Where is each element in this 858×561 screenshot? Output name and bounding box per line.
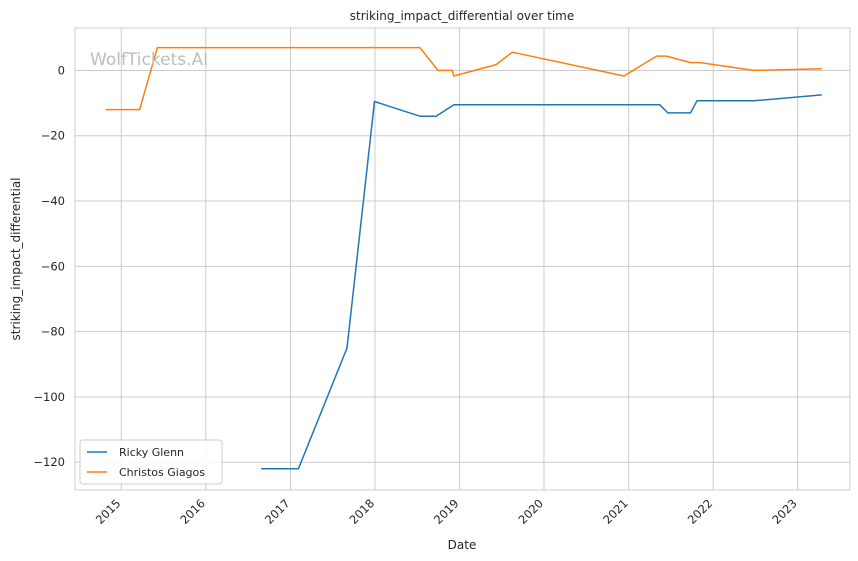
plot-area — [75, 28, 850, 490]
watermark-text: WolfTickets.AI — [90, 50, 208, 70]
legend: Ricky Glenn Christos Giagos — [79, 439, 223, 485]
plot-border — [74, 27, 851, 491]
series-lines — [105, 46, 822, 470]
y-tick-label: −80 — [41, 325, 65, 339]
x-tick-labels: 2015 2016 2017 2018 2019 2020 2021 2022 2023 — [93, 496, 800, 527]
legend-label-ricky-glenn: Ricky Glenn — [119, 446, 184, 459]
y-tick-label: −20 — [41, 129, 65, 143]
legend-label-christos-giagos: Christos Giagos — [119, 466, 205, 479]
series-line-ricky-glenn — [261, 94, 822, 470]
series-line-christos-giagos — [105, 46, 822, 111]
y-tick-label: −60 — [41, 259, 65, 273]
x-axis-label: Date — [448, 538, 477, 552]
y-tick-label: −40 — [41, 194, 65, 208]
legend-box — [79, 439, 223, 485]
grid-lines — [75, 28, 850, 490]
y-tick-label: 0 — [58, 63, 65, 77]
y-axis-label: striking_impact_differential — [9, 177, 23, 340]
chart-title: striking_impact_differential over time — [350, 9, 575, 23]
y-tick-label: −120 — [33, 455, 65, 469]
y-tick-label: −100 — [33, 390, 65, 404]
y-tick-labels: 0 −20 −40 −60 −80 −100 −120 — [33, 63, 65, 469]
